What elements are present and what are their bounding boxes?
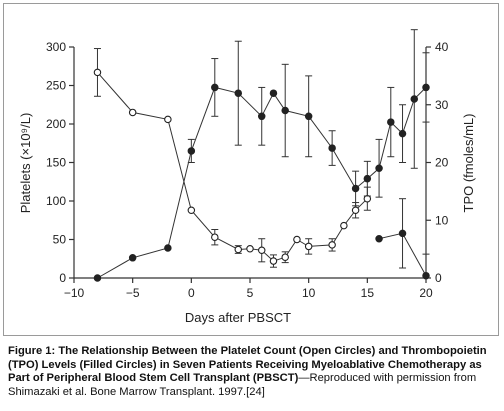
data-point-filled <box>375 234 383 243</box>
data-point-open <box>257 246 266 255</box>
series-line <box>97 72 368 262</box>
data-point-open <box>187 206 196 214</box>
data-point-open <box>340 221 348 230</box>
y-tick-label-left: 250 <box>46 79 66 93</box>
data-point-filled <box>422 83 430 92</box>
x-axis-label: Days after PBSCT <box>185 310 291 325</box>
series-layer <box>93 29 430 282</box>
y-tick-label-right: 40 <box>435 40 449 54</box>
data-point-filled <box>269 89 278 97</box>
x-tick-label: 15 <box>361 286 375 300</box>
x-tick-label: 5 <box>247 286 254 300</box>
chart: −10 −5 0 5 10 15 20050100150200250300010203040… <box>18 29 476 325</box>
x-tick-label: 20 <box>419 286 433 300</box>
data-point-open <box>281 253 289 261</box>
data-point-filled <box>375 164 383 173</box>
y-tick-label-left: 50 <box>53 233 67 247</box>
data-point-open <box>128 108 137 117</box>
x-tick-label: −5 <box>126 286 140 300</box>
y-tick-label-right: 30 <box>435 98 449 112</box>
data-point-filled <box>363 174 372 183</box>
x-tick-label: 10 <box>302 286 316 300</box>
data-point-open <box>234 245 243 254</box>
y-tick-label-left: 100 <box>46 194 66 208</box>
data-point-filled <box>398 229 407 238</box>
y-tick-label-left: 300 <box>46 40 66 54</box>
data-point-open <box>211 233 219 241</box>
series-3 <box>375 198 430 280</box>
data-point-filled <box>328 144 336 152</box>
data-point-open <box>351 206 360 214</box>
caption-credit-text: —Reproduced with permission from Shimaza… <box>8 372 477 398</box>
data-point-filled <box>387 118 395 126</box>
data-point-filled <box>281 106 289 115</box>
data-point-filled <box>187 147 196 155</box>
figure-frame: −10 −5 0 5 10 15 20 0 50 100 150 200 250 300 0 10 20 30 40… <box>3 3 499 336</box>
data-point-open <box>164 115 172 124</box>
data-point-filled <box>93 274 102 282</box>
y-tick-label-right: 20 <box>435 156 449 170</box>
series-1 <box>93 48 372 268</box>
data-point-filled <box>164 244 172 252</box>
data-point-open <box>328 241 336 249</box>
data-point-filled <box>211 83 219 92</box>
x-tick-label: −10 <box>64 286 85 300</box>
y-tick-label-left: 0 <box>59 271 66 285</box>
data-point-filled <box>410 95 419 103</box>
data-point-open <box>293 235 301 244</box>
data-point-filled <box>351 184 360 193</box>
data-point-open <box>269 257 278 265</box>
data-point-filled <box>304 112 313 121</box>
y-tick-label-right: 0 <box>435 271 442 285</box>
y-axis-label-right: TPO (fmoles/mL) <box>461 114 476 213</box>
data-point-filled <box>398 129 407 138</box>
figure-caption: Figure 1: The Relationship Between the P… <box>8 345 498 399</box>
x-tick-label: 0 <box>188 286 195 300</box>
data-point-open <box>93 68 102 77</box>
caption-bold-text: Figure 1: The Relationship Between the P… <box>8 345 487 385</box>
data-point-filled <box>422 271 430 280</box>
data-point-filled <box>234 89 243 97</box>
data-point-filled <box>257 112 266 121</box>
data-point-open <box>304 242 313 251</box>
data-point-open <box>246 244 254 253</box>
y-axis-label-left: Platelets (×10⁹/L) <box>18 113 33 214</box>
y-tick-label-left: 200 <box>46 117 66 131</box>
y-tick-label-right: 10 <box>435 213 449 227</box>
series-2 <box>93 29 430 282</box>
data-point-filled <box>128 254 137 262</box>
y-tick-label-left: 150 <box>46 156 66 170</box>
